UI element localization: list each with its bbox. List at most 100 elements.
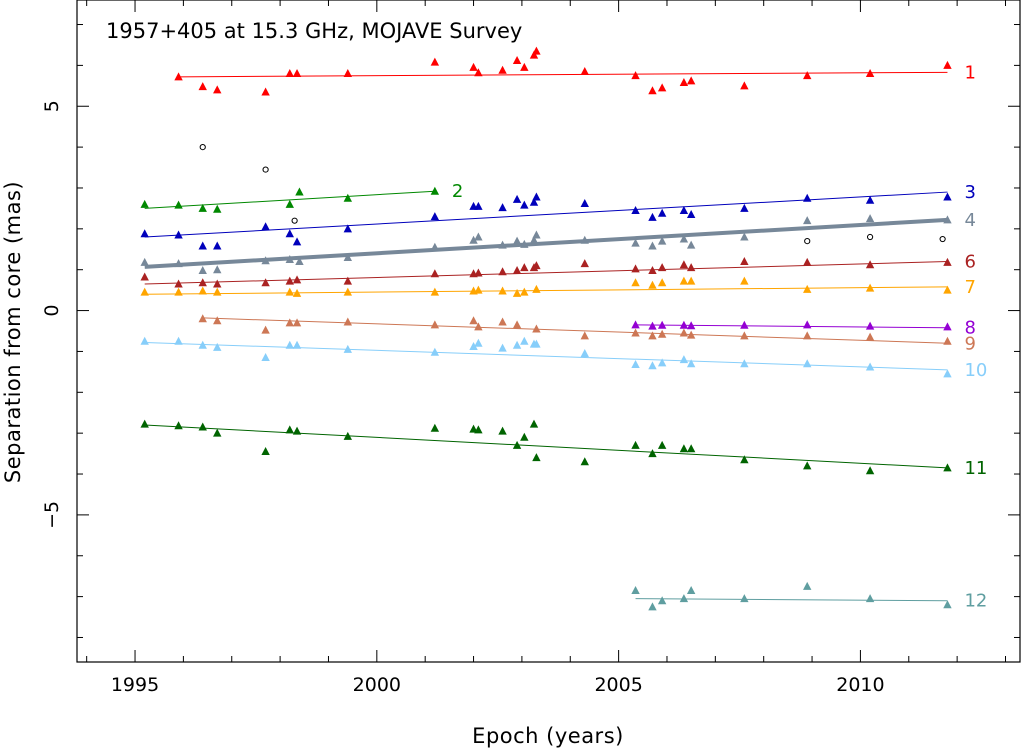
data-point-11: [686, 444, 696, 453]
data-point-4: [686, 240, 696, 249]
data-point-11: [292, 426, 302, 435]
data-point-4: [295, 257, 304, 266]
data-point-8: [740, 320, 749, 329]
data-point-8: [657, 320, 667, 329]
data-point-1: [657, 83, 667, 92]
data-point-6: [679, 260, 689, 269]
data-point-9: [865, 332, 875, 341]
data-point-4: [343, 252, 353, 261]
data-point-9: [285, 318, 294, 327]
series-label-9: 9: [964, 333, 975, 354]
unassigned-point: [199, 144, 206, 151]
data-point-9: [343, 317, 353, 326]
data-point-11: [498, 426, 507, 435]
data-point-9: [943, 336, 952, 345]
chart-title: 1957+405 at 15.3 GHz, MOJAVE Survey: [106, 19, 522, 43]
data-point-6: [213, 279, 222, 288]
data-point-10: [292, 340, 302, 349]
data-point-12: [648, 602, 657, 611]
data-point-12: [803, 581, 812, 590]
fit-line-4: [144, 217, 948, 269]
data-point-1: [679, 78, 689, 87]
data-point-6: [943, 257, 952, 266]
data-point-6: [498, 267, 507, 276]
data-point-11: [529, 419, 539, 428]
data-point-4: [740, 232, 749, 241]
data-point-10: [631, 360, 640, 369]
data-point-11: [648, 449, 657, 458]
data-point-10: [174, 336, 183, 345]
axis-ticks: 1995 2000 2005 2010 5 0 −5: [41, 0, 1020, 696]
data-point-12: [657, 596, 667, 605]
fit-line-11: [144, 424, 948, 469]
data-point-2: [140, 199, 149, 208]
plot-frame: [76, 0, 1021, 663]
data-point-4: [679, 234, 689, 243]
data-point-3: [512, 194, 522, 203]
data-point-10: [469, 342, 478, 351]
data-point-9: [213, 316, 222, 325]
data-point-1: [943, 60, 952, 69]
fit-line-1: [178, 71, 948, 78]
data-point-8: [943, 322, 952, 331]
data-point-9: [631, 328, 640, 337]
data-point-10: [657, 358, 667, 367]
data-point-9: [532, 324, 541, 333]
data-point-12: [686, 585, 696, 594]
data-point-3: [213, 241, 222, 250]
data-point-4: [512, 236, 522, 245]
data-point-8: [648, 321, 657, 330]
data-point-7: [943, 285, 952, 294]
series-label-4: 4: [964, 210, 975, 231]
data-point-3: [580, 199, 589, 208]
data-point-1: [292, 69, 302, 78]
series-label-12: 12: [964, 591, 987, 612]
data-point-11: [469, 424, 478, 433]
data-point-11: [343, 431, 353, 440]
y-tick-label: 0: [41, 305, 63, 317]
data-point-6: [740, 257, 749, 266]
data-point-3: [343, 224, 353, 233]
data-point-6: [174, 279, 183, 288]
data-point-10: [532, 339, 541, 348]
x-tick-label: 2010: [836, 674, 884, 696]
data-point-6: [343, 276, 353, 285]
data-point-10: [943, 369, 952, 378]
data-point-11: [943, 463, 952, 472]
data-point-11: [174, 421, 183, 430]
data-point-4: [469, 235, 478, 244]
data-point-10: [261, 353, 270, 362]
data-point-4: [174, 259, 183, 268]
fit-line-12: [635, 598, 948, 602]
fit-line-10: [144, 341, 948, 371]
data-point-1: [430, 57, 440, 66]
y-axis-title: Separation from core (mas): [1, 181, 25, 483]
data-point-11: [140, 419, 149, 428]
data-point-1: [285, 69, 294, 78]
data-point-4: [261, 256, 270, 265]
data-points: [140, 46, 952, 611]
data-point-11: [261, 447, 270, 456]
fit-line-8: [635, 324, 948, 329]
fit-line-7: [144, 286, 948, 295]
data-point-6: [512, 266, 522, 275]
x-tick-label: 2005: [594, 674, 642, 696]
data-point-7: [430, 287, 440, 296]
data-point-1: [498, 65, 507, 74]
data-point-10: [740, 359, 749, 368]
data-point-8: [679, 320, 689, 329]
data-point-12: [631, 585, 640, 594]
data-point-11: [213, 428, 222, 437]
data-point-1: [740, 81, 749, 90]
data-point-11: [512, 440, 522, 449]
series-label-6: 6: [964, 252, 975, 273]
data-point-11: [474, 425, 483, 434]
data-point-3: [529, 197, 539, 206]
data-point-3: [679, 205, 689, 214]
data-point-6: [532, 261, 541, 270]
data-point-9: [198, 314, 207, 323]
data-point-4: [213, 265, 222, 274]
data-point-7: [740, 276, 749, 285]
series-label-8: 8: [964, 318, 975, 339]
